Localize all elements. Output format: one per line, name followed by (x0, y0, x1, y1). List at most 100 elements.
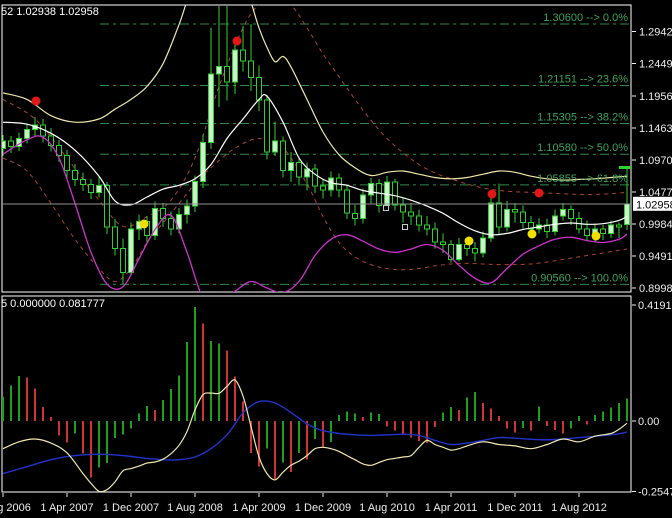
histogram-bar (346, 411, 348, 421)
price-axis[interactable]: 1.29425 1.24495 1.19565 1.14635 1.09705 1.047… (632, 27, 672, 499)
main-chart-area[interactable]: 1.30600 --> 0.0% 1.21151 --> 23.6% 1.15305… (1, 0, 632, 304)
histogram-bar (106, 421, 108, 464)
candle-body (120, 247, 126, 273)
fib-labels: 1.30600 --> 0.0% 1.21151 --> 23.6% 1.15305… (531, 12, 628, 284)
histogram-bar (546, 421, 548, 426)
time-axis[interactable]: 1 Aug 2006 1 Apr 2007 1 Dec 2007 1 Aug 2008… (0, 493, 607, 514)
buy-signal-dot (464, 236, 474, 246)
histogram-bar (90, 421, 92, 478)
candle-body (312, 168, 318, 187)
histogram-bar (58, 421, 60, 436)
histogram-bar (282, 421, 284, 463)
histogram-bar (602, 411, 604, 421)
time-axis-label: 1 Aug 2012 (551, 502, 607, 514)
candle-body (184, 205, 190, 216)
fib-label: 1.21151 --> 23.6% (538, 74, 628, 86)
histogram-bar (442, 412, 444, 421)
signal-dots (31, 36, 601, 246)
histogram-bar (154, 409, 156, 421)
histogram-bar (266, 421, 268, 449)
histogram-bar (26, 377, 28, 421)
candle-body (408, 211, 414, 217)
histogram-bar (466, 397, 468, 421)
time-axis-label: 1 Aug 2008 (167, 502, 223, 514)
histogram-bar (218, 343, 220, 421)
candle-body (472, 247, 478, 254)
histogram-bar (2, 396, 4, 421)
histogram-bar (10, 385, 12, 421)
indicator-axis-label: 0.00 (638, 416, 659, 428)
candle-body (584, 228, 590, 236)
histogram-bar (274, 421, 276, 480)
histogram-bar (322, 421, 324, 448)
buy-signal-dot (527, 229, 537, 239)
histogram-bar (314, 421, 316, 439)
histogram-bar (410, 421, 412, 438)
object-handle[interactable] (383, 205, 389, 211)
price-axis-label: 0.99845 (639, 219, 672, 231)
histogram-bar (578, 416, 580, 421)
sell-signal-dot (534, 188, 544, 198)
histogram-bar (66, 421, 68, 443)
fib-label: 1.30600 --> 0.0% (543, 12, 628, 24)
histogram-bar (370, 412, 372, 421)
histogram-bar (434, 421, 436, 428)
candle-body (64, 154, 70, 171)
candle-body (480, 237, 486, 254)
sell-signal-dot (487, 189, 497, 199)
candle-body (360, 194, 366, 219)
time-axis-label: 1 Apr 2009 (232, 502, 285, 514)
histogram-bar (34, 388, 36, 421)
histogram-bar (258, 421, 260, 467)
candle-body (368, 182, 374, 196)
histogram-bar (130, 421, 132, 429)
candle-body (80, 178, 86, 186)
histogram-bar (210, 340, 212, 421)
candle-body (608, 224, 614, 234)
price-axis-label: 1.04775 (639, 187, 672, 199)
time-axis-label: 1 Dec 2007 (103, 502, 159, 514)
candle-body (152, 208, 158, 236)
object-handle[interactable] (402, 224, 408, 230)
envelope-lower-line (2, 137, 628, 283)
candle-body (248, 60, 254, 78)
histogram-bar (114, 421, 116, 439)
indicator-axis-label: -0.254763 (638, 487, 672, 499)
candle-body (376, 182, 382, 206)
candle-body (456, 244, 462, 260)
indicator-area[interactable] (2, 307, 628, 492)
candle-body (352, 212, 358, 220)
candle-body (512, 208, 518, 213)
fib-levels (100, 23, 631, 285)
time-axis-label: 1 Aug 2010 (359, 502, 415, 514)
histogram-bar (138, 413, 140, 421)
ohlc-info: 52 1.02938 1.02958 (1, 6, 99, 18)
candle-body (232, 49, 238, 83)
histogram-bar (170, 389, 172, 421)
candle-body (496, 202, 502, 228)
histogram-bar (458, 409, 460, 421)
histogram-bar (186, 342, 188, 421)
histogram-bar (74, 421, 76, 434)
candle-body (128, 228, 134, 273)
candle-body (240, 49, 246, 62)
histogram-bar (522, 421, 524, 428)
histogram-bar (18, 376, 20, 421)
fib-label: 1.15305 --> 38.2% (537, 112, 628, 124)
candle-body (416, 215, 422, 226)
histogram-bar (162, 400, 164, 421)
candle-body (56, 145, 62, 156)
histogram-bar (474, 391, 476, 421)
candle-body (616, 224, 622, 228)
time-axis-label: 1 Aug 2006 (0, 502, 31, 514)
histogram-bar (234, 376, 236, 421)
histogram-bar (498, 416, 500, 421)
histogram-bar (298, 421, 300, 453)
histogram-bar (610, 407, 612, 421)
histogram-bar (306, 421, 308, 460)
upper-band-line (2, 5, 628, 181)
histogram-bar (122, 421, 124, 435)
